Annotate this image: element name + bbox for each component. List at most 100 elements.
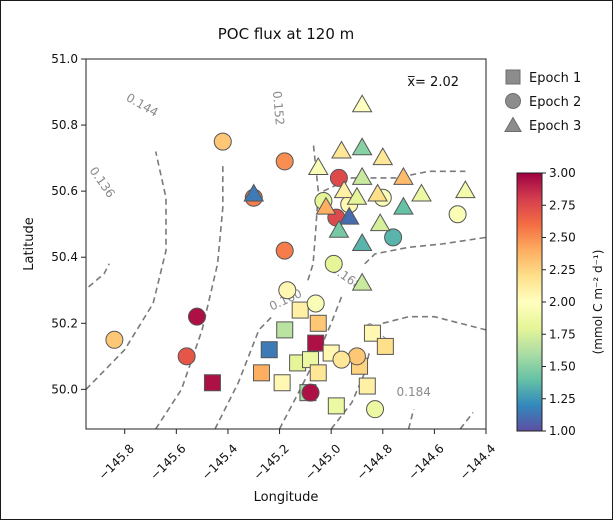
triangle-point	[243, 183, 265, 202]
triangle-point	[411, 183, 432, 202]
circle-point	[278, 281, 297, 300]
square-point	[327, 397, 345, 415]
legend-circle-icon	[505, 93, 521, 109]
circle-point	[347, 347, 366, 366]
square-point	[309, 314, 327, 332]
colorbar-tick-label: 1.50	[549, 360, 576, 374]
contour-line	[407, 409, 415, 429]
y-tick-label: 50.8	[51, 118, 78, 132]
contour-label: 0.144	[124, 90, 161, 119]
circle-point	[105, 330, 124, 349]
x-axis: −145.8 −145.6 −145.4 −145.2 −145.0 −144.8 −144…	[96, 429, 498, 483]
circle-point	[366, 400, 385, 419]
triangle-point	[328, 219, 350, 238]
colorbar: 3.00 2.75 2.50 2.25 2.00 1.75 1.50 1.25 1.00 (mmo…	[516, 166, 605, 438]
x-tick-label: −145.6	[147, 441, 188, 482]
circle-point	[187, 307, 206, 326]
legend: Epoch 1 Epoch 2 Epoch 3	[504, 69, 581, 134]
square-point	[307, 334, 325, 352]
triangle-point	[307, 157, 329, 176]
triangle-point	[369, 213, 391, 232]
circle-point	[213, 132, 232, 151]
square-point	[291, 301, 309, 319]
square-point	[309, 364, 327, 382]
square-point	[358, 377, 376, 395]
triangle-point	[393, 196, 414, 215]
contour-line	[155, 164, 224, 429]
triangle-point	[351, 232, 373, 251]
square-point	[276, 321, 294, 339]
triangle-point	[393, 166, 414, 185]
circle-point	[301, 383, 320, 402]
y-axis: 50.0 50.2 50.4 50.6 50.8 51.0	[51, 52, 86, 396]
plot-area	[85, 58, 487, 430]
colorbar-tick-label: 3.00	[549, 166, 576, 180]
x-tick-label: −144.6	[405, 441, 446, 482]
legend-label: Epoch 1	[529, 71, 581, 86]
colorbar-tick-label: 2.25	[549, 263, 576, 277]
contour-line	[382, 315, 486, 331]
triangle-point	[351, 137, 373, 156]
legend-square-icon	[505, 69, 521, 85]
contour-label: 0.152	[270, 90, 287, 125]
circle-point	[306, 294, 325, 313]
triangle-point	[367, 183, 388, 202]
triangle-point	[351, 94, 373, 113]
colorbar-tick-label: 2.50	[549, 231, 576, 245]
triangle-point	[372, 147, 394, 166]
y-axis-label: Latitude	[22, 217, 37, 271]
square-point	[203, 374, 221, 392]
x-tick-label: −144.8	[354, 441, 395, 482]
y-tick-label: 51.0	[51, 52, 78, 66]
y-tick-label: 50.0	[51, 382, 78, 396]
contour-line	[364, 236, 486, 265]
circle-point	[275, 241, 294, 260]
circle-point	[332, 350, 351, 369]
square-point	[376, 337, 394, 355]
x-axis-label: Longitude	[254, 490, 319, 505]
triangle-point	[333, 180, 355, 199]
y-tick-label: 50.4	[51, 250, 78, 264]
colorbar-tick-label: 1.75	[549, 327, 576, 341]
circle-point	[448, 205, 467, 224]
square-point	[363, 324, 381, 342]
colorbar-tick-label: 1.25	[549, 392, 576, 406]
triangle-point	[351, 272, 373, 291]
square-point	[273, 374, 291, 392]
contour-line	[214, 316, 273, 429]
contour-label: 0.184	[397, 385, 431, 399]
colorbar-tick-label: 2.00	[549, 295, 576, 309]
contour-line	[86, 151, 167, 390]
colorbar-gradient	[516, 172, 543, 432]
triangle-point	[315, 196, 337, 215]
circle-point	[384, 228, 403, 247]
circle-point	[177, 347, 196, 366]
triangle-point	[331, 140, 352, 159]
triangle-point	[351, 166, 373, 185]
colorbar-tick-label: 1.00	[549, 424, 576, 438]
y-tick-label: 50.6	[51, 184, 78, 198]
legend-label: Epoch 3	[529, 119, 581, 134]
triangle-point	[338, 206, 360, 225]
triangle-point	[346, 186, 368, 205]
colorbar-label: (mmol C m⁻² d⁻¹)	[591, 250, 605, 355]
contour-line	[307, 141, 320, 281]
legend-triangle-icon	[504, 116, 522, 133]
contour-line	[459, 412, 474, 429]
circle-point	[275, 152, 294, 171]
triangle-point	[454, 180, 476, 199]
y-tick-label: 50.2	[51, 316, 78, 330]
contour-line	[88, 263, 110, 288]
contour-label: 0.136	[87, 164, 118, 200]
square-point	[252, 364, 270, 382]
x-tick-label: −145.2	[251, 441, 292, 482]
circle-point	[324, 254, 343, 273]
colorbar-tick-label: 2.75	[549, 198, 576, 212]
x-tick-label: −145.0	[302, 441, 343, 482]
x-tick-label: −145.8	[96, 441, 137, 482]
data-points	[105, 94, 476, 419]
x-tick-label: −145.4	[199, 441, 240, 482]
mean-annotation: x̅= 2.02	[407, 75, 459, 90]
